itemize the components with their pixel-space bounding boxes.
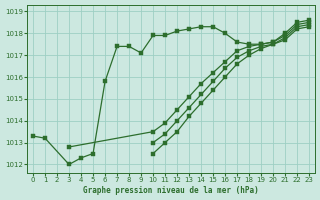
X-axis label: Graphe pression niveau de la mer (hPa): Graphe pression niveau de la mer (hPa) [83,186,259,195]
